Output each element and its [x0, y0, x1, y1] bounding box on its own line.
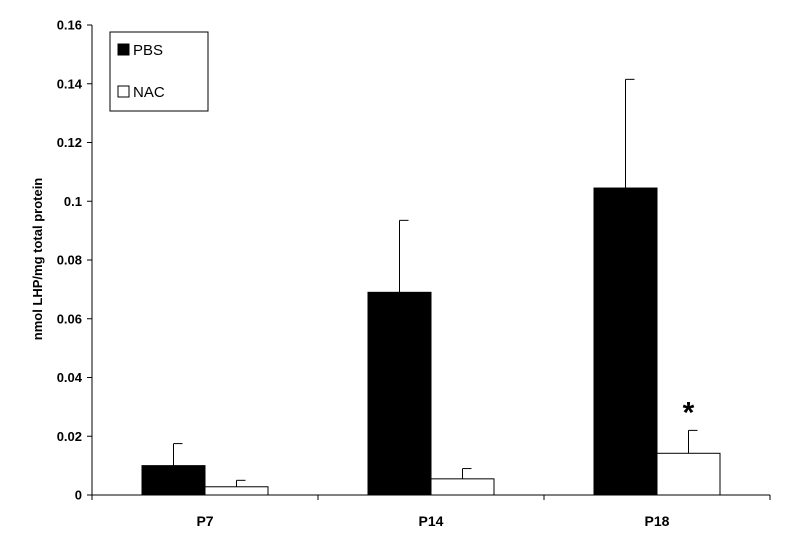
plot-area: * [141, 78, 721, 496]
bar-pbs-p18 [593, 187, 658, 496]
y-tick-label: 0.06 [57, 311, 82, 326]
y-tick-label: 0.1 [64, 194, 82, 209]
y-tick-label: 0.12 [57, 135, 82, 150]
y-tick-label: 0.04 [57, 370, 83, 385]
y-tick-label: 0.02 [57, 429, 82, 444]
x-category-label: P14 [419, 513, 444, 529]
x-category-label: P18 [645, 513, 670, 529]
y-tick-label: 0.14 [57, 76, 83, 91]
bar-pbs-p14 [367, 291, 432, 496]
significance-marker: * [683, 396, 695, 429]
y-tick-label: 0.16 [57, 18, 82, 33]
x-category-label: P7 [196, 513, 213, 529]
x-ticks: P7 P14 P18 [91, 495, 771, 529]
bar-nac-p7 [204, 486, 269, 496]
bar-nac-p14 [430, 478, 495, 496]
y-tick-label: 0 [75, 488, 82, 503]
legend-label-nac: NAC [133, 84, 165, 101]
y-axis-title: nmol LHP/mg total protein [30, 178, 45, 341]
legend-label-pbs: PBS [133, 42, 163, 59]
y-tick-label: 0.08 [57, 253, 82, 268]
legend-swatch-pbs [117, 43, 130, 56]
bar-nac-p18 [656, 452, 721, 496]
bar-pbs-p7 [141, 465, 206, 496]
legend: PBS NAC [109, 31, 209, 112]
legend-swatch-nac [117, 85, 130, 98]
y-ticks: 0 0.02 0.04 0.06 0.08 0.1 0.12 0.14 0.16 [57, 18, 92, 503]
